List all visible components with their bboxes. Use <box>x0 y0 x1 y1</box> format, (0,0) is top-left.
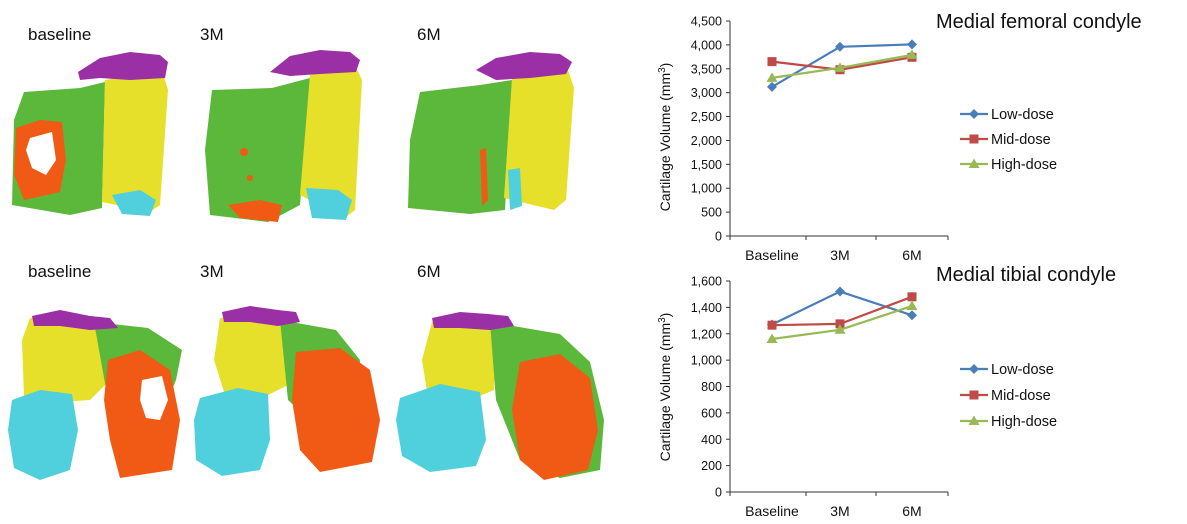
data-point-high-dose <box>834 62 846 72</box>
data-point-high-dose <box>906 300 918 311</box>
panel-label-top-baseline: baseline <box>28 25 92 44</box>
data-point-high-dose <box>906 49 918 59</box>
x-tick-label: 6M <box>902 247 921 263</box>
femoral-render-baseline <box>12 52 168 216</box>
y-tick-label: 800 <box>701 380 722 394</box>
legend-label-mid-dose: Mid-dose <box>991 132 1051 148</box>
y-tick-label: 3,500 <box>691 62 722 76</box>
panel-label-top-3m: 3M <box>200 25 224 44</box>
data-point-high-dose <box>766 333 778 344</box>
legend-marker-high-dose <box>968 415 980 425</box>
y-tick-label: 1,000 <box>691 354 722 368</box>
x-tick-label: Baseline <box>745 503 799 519</box>
femoral-render-3m <box>205 50 362 222</box>
y-tick-label: 4,000 <box>691 38 722 52</box>
y-tick-label: 500 <box>701 206 722 220</box>
y-tick-label: 3,000 <box>691 86 722 100</box>
data-point-mid-dose <box>767 320 777 330</box>
data-point-low-dose <box>767 81 777 92</box>
data-point-low-dose <box>907 310 917 321</box>
y-tick-label: 4,500 <box>691 15 722 29</box>
panel-label-top-6m: 6M <box>417 25 441 44</box>
data-point-mid-dose <box>767 57 777 67</box>
tibial-render-6m <box>396 312 604 480</box>
x-tick-label: 3M <box>830 247 849 263</box>
y-tick-label: 200 <box>701 459 722 473</box>
panel-label-bottom-6m: 6M <box>417 262 441 281</box>
y-tick-label: 0 <box>715 230 722 244</box>
tibial-render-3m <box>194 306 380 476</box>
legend-marker-low-dose <box>969 364 979 374</box>
legend-marker-low-dose <box>969 109 979 119</box>
data-point-high-dose <box>766 72 778 82</box>
chart-title-tibial: Medial tibial condyle <box>936 264 1117 286</box>
legend-marker-mid-dose <box>969 134 979 144</box>
y-tick-label: 1,600 <box>691 275 722 289</box>
data-point-mid-dose <box>835 319 845 329</box>
y-tick-label: 0 <box>715 486 722 500</box>
data-point-high-dose <box>834 324 846 334</box>
femoral-render-6m <box>408 52 574 214</box>
legend-marker-high-dose <box>968 158 980 168</box>
y-tick-label: 600 <box>701 406 722 420</box>
y-tick-label: 2,500 <box>691 110 722 124</box>
panel-label-bottom-3m: 3M <box>200 262 224 281</box>
chart-tibial: Cartilage Volume (mm3) 0 200 400 600 800 1,00… <box>657 275 1057 520</box>
panel-label-bottom-baseline: baseline <box>28 262 92 281</box>
legend-label-high-dose: High-dose <box>991 414 1057 430</box>
y-axis-label-femoral: Cartilage Volume (mm3) <box>657 63 673 212</box>
x-tick-label: 6M <box>902 503 921 519</box>
y-axis-label-tibial: Cartilage Volume (mm3) <box>657 313 673 462</box>
y-tick-label: 1,000 <box>691 182 722 196</box>
y-tick-label: 1,200 <box>691 327 722 341</box>
chart-title-femoral: Medial femoral condyle <box>936 11 1142 33</box>
data-point-low-dose <box>907 39 917 50</box>
y-tick-label: 1,500 <box>691 158 722 172</box>
cartilage-renderings <box>8 50 604 480</box>
y-tick-label: 2,000 <box>691 134 722 148</box>
x-tick-label: Baseline <box>745 247 799 263</box>
tibial-render-baseline <box>8 310 182 480</box>
y-tick-label: 400 <box>701 433 722 447</box>
x-tick-label: 3M <box>830 503 849 519</box>
data-point-low-dose <box>835 286 845 297</box>
data-point-low-dose <box>835 41 845 52</box>
legend-label-low-dose: Low-dose <box>991 362 1054 378</box>
legend-label-low-dose: Low-dose <box>991 107 1054 123</box>
data-point-mid-dose <box>907 292 917 302</box>
y-tick-label: 1,400 <box>691 301 722 315</box>
chart-femoral: Cartilage Volume (mm3) 0 500 1,000 1,500 2,0… <box>657 15 1057 264</box>
legend-label-mid-dose: Mid-dose <box>991 388 1051 404</box>
legend-label-high-dose: High-dose <box>991 157 1057 173</box>
legend-marker-mid-dose <box>969 390 979 400</box>
